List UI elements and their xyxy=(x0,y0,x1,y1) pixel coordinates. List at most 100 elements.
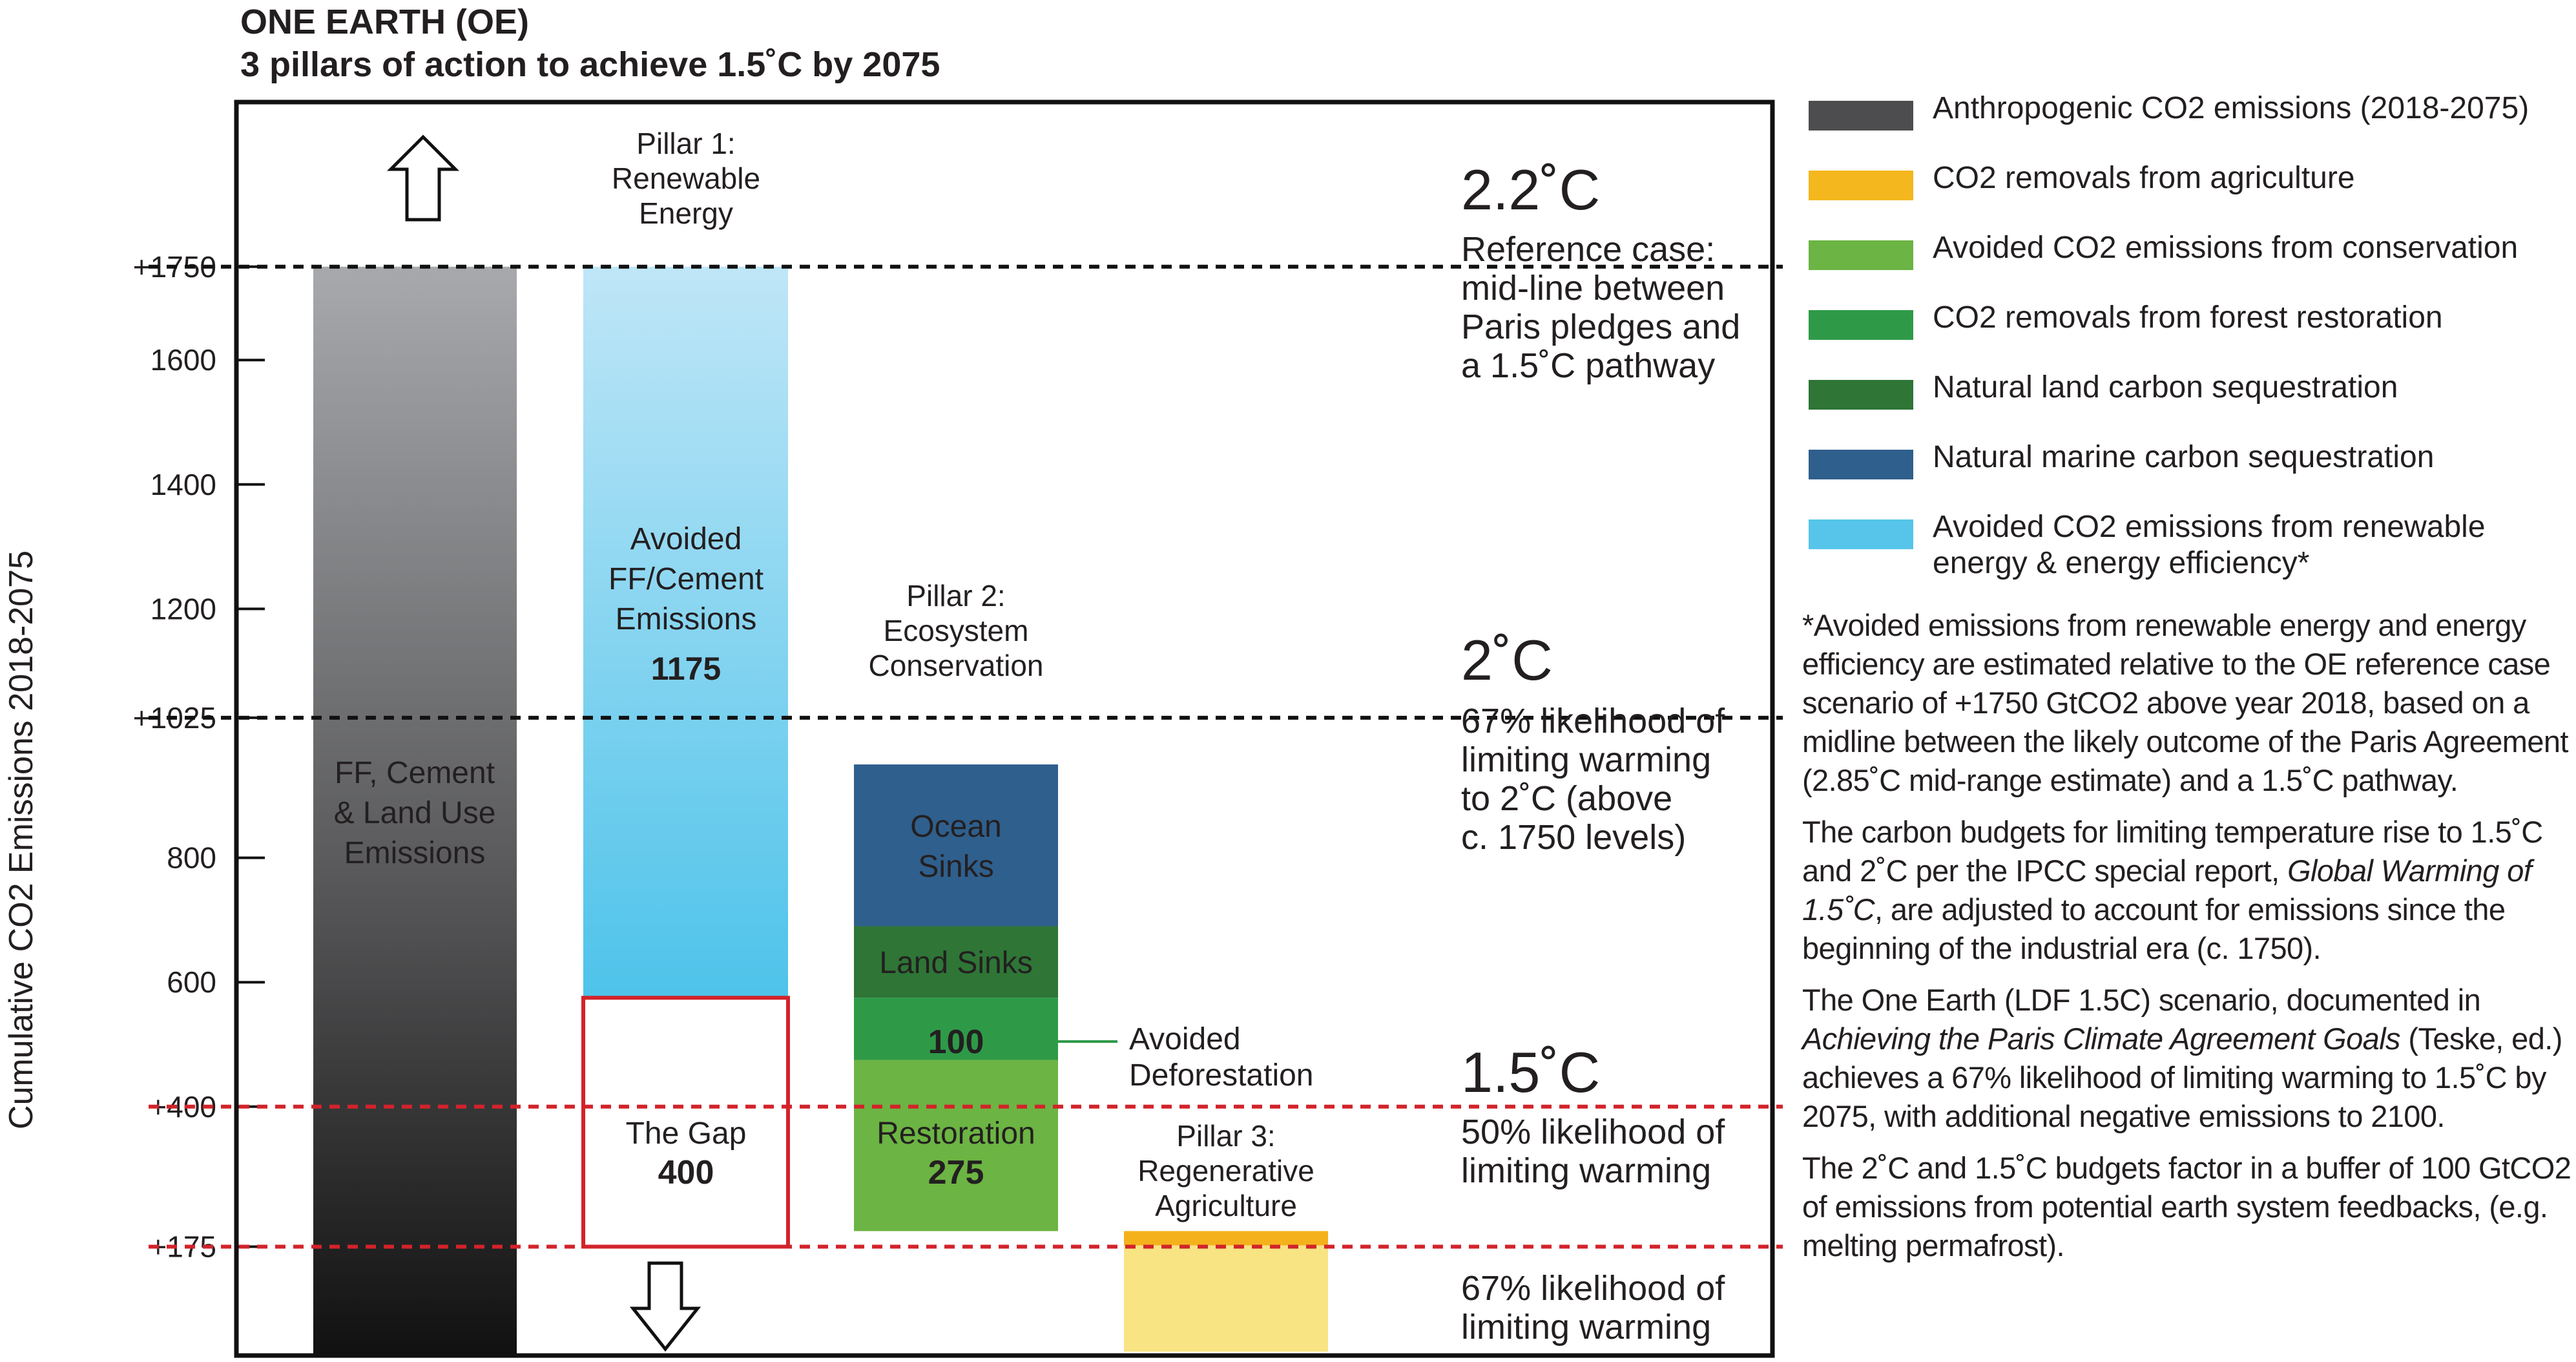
bar-label-avoided-ff: Emissions xyxy=(616,602,757,636)
bar-label-ff-cement: & Land Use xyxy=(334,796,496,830)
pillar-label-3: Regenerative xyxy=(1137,1154,1314,1188)
legend-label: Avoided CO2 emissions from renewable ene… xyxy=(1933,510,2486,580)
legend-swatch xyxy=(1809,171,1913,200)
bar-regenerative-agriculture xyxy=(1124,1231,1328,1352)
bar-labels: FF, Cement & Land Use Emissions Avoided FF/C… xyxy=(334,127,1314,1222)
threshold-text: Reference case: xyxy=(1461,230,1715,269)
bar-label-ocean-sinks: Sinks xyxy=(918,850,993,884)
threshold-annotations: 2.2˚C Reference case:mid-line betweenPari… xyxy=(1461,158,1740,1346)
threshold-text: limiting warming xyxy=(1461,1151,1711,1190)
legend-item: Natural marine carbon sequestration xyxy=(1809,439,2571,509)
legend-label: CO2 removals from forest restoration xyxy=(1933,300,2443,335)
up-arrow-icon xyxy=(386,134,460,222)
chart-title-line1: ONE EARTH (OE) xyxy=(240,3,529,41)
legend: Anthropogenic CO2 emissions (2018-2075) C… xyxy=(1809,90,2571,580)
legend-item: Avoided CO2 emissions from renewable ene… xyxy=(1809,509,2571,580)
bar-land-sinks xyxy=(854,926,1058,998)
threshold-temp: 2.2˚C xyxy=(1461,158,1600,222)
threshold-text: a 1.5˚C pathway xyxy=(1461,346,1715,385)
bar-label-land-sinks: Land Sinks xyxy=(879,946,1033,980)
pillar-label-2: Ecosystem xyxy=(884,614,1029,647)
note-3a: The One Earth (LDF 1.5C) scenario, docum… xyxy=(1802,983,2481,1017)
chart: ONE EARTH (OE) 3 pillars of action to ac… xyxy=(3,3,1783,1358)
bar-avoided-deforestation xyxy=(854,998,1058,1060)
pillar-label-1: Energy xyxy=(639,196,733,230)
threshold-text: 67% likelihood of xyxy=(1461,1269,1725,1308)
legend-swatch xyxy=(1809,519,1913,549)
pillar-label-2: Conservation xyxy=(868,649,1043,682)
bar-ff-cement-land-use xyxy=(313,266,517,1354)
legend-swatch xyxy=(1809,310,1913,340)
threshold-text: mid-line between xyxy=(1461,269,1725,308)
note-2-em: Global Warming of 1.5˚C xyxy=(1802,854,2532,927)
footnotes: *Avoided emissions from renewable energy… xyxy=(1802,606,2572,1278)
note-4: The 2˚C and 1.5˚C budgets factor in a bu… xyxy=(1802,1151,2571,1262)
threshold-text: limiting warming xyxy=(1461,1308,1711,1346)
down-arrow-icon xyxy=(629,1261,701,1352)
threshold-text: 50% likelihood of xyxy=(1461,1113,1725,1151)
bar-value-the-gap: 400 xyxy=(658,1154,714,1191)
note-1: *Avoided emissions from renewable energy… xyxy=(1802,608,2568,797)
threshold-lines xyxy=(149,264,1783,1249)
bar-label-restoration: Restoration xyxy=(877,1116,1035,1151)
callout-avoided-deforestation: Deforestation xyxy=(1129,1058,1314,1093)
bar-value-avoided-ff: 1175 xyxy=(651,651,721,687)
bar-agriculture-removals xyxy=(1124,1231,1328,1246)
y-tick-label: 1200 xyxy=(151,592,216,625)
y-tick-label: 1400 xyxy=(151,468,216,501)
threshold-text: c. 1750 levels) xyxy=(1461,818,1686,857)
legend-swatch xyxy=(1809,450,1913,479)
pillar-label-3: Agriculture xyxy=(1155,1189,1297,1222)
threshold-text: limiting warming xyxy=(1461,740,1711,779)
note-3-em: Achieving the Paris Climate Agreement Go… xyxy=(1802,1022,2401,1056)
bar-label-the-gap: The Gap xyxy=(626,1116,747,1151)
callout-avoided-deforestation: Avoided xyxy=(1129,1022,1241,1056)
legend-item: Natural land carbon sequestration xyxy=(1809,370,2571,439)
y-tick-label: 1600 xyxy=(151,343,216,377)
bar-the-gap xyxy=(581,996,790,1249)
legend-item: CO2 removals from forest restoration xyxy=(1809,300,2571,370)
bar-label-avoided-ff: FF/Cement xyxy=(608,562,763,596)
legend-item: Anthropogenic CO2 emissions (2018-2075) xyxy=(1809,90,2571,160)
note-2: The carbon budgets for limiting temperat… xyxy=(1802,813,2572,968)
legend-item: CO2 removals from agriculture xyxy=(1809,160,2571,230)
bar-label-avoided-ff: Avoided xyxy=(630,522,742,556)
legend-swatch xyxy=(1809,240,1913,270)
bar-restoration xyxy=(854,1060,1058,1231)
threshold-temp: 1.5˚C xyxy=(1461,1040,1600,1104)
legend-swatch xyxy=(1809,380,1913,410)
bar-avoided-ff-cement xyxy=(583,266,788,998)
threshold-text: 67% likelihood of xyxy=(1461,702,1725,740)
bars xyxy=(313,266,1328,1354)
y-axis-title: Cumulative CO2 Emissions 2018-2075 xyxy=(3,550,40,1129)
legend-swatch xyxy=(1809,101,1913,131)
threshold-text: Paris pledges and xyxy=(1461,308,1740,346)
y-axis-title-text: Cumulative CO2 Emissions 2018-2075 xyxy=(3,550,40,1129)
y-tick-label: 800 xyxy=(167,841,216,875)
note-2b: , are adjusted to account for emissions … xyxy=(1802,892,2506,965)
bar-value-avoided-deforestation: 100 xyxy=(928,1023,984,1061)
y-tick-label: 600 xyxy=(167,965,216,999)
pillar-label-1: Renewable xyxy=(612,162,760,195)
legend-label: Natural marine carbon sequestration xyxy=(1933,440,2435,474)
note-3: The One Earth (LDF 1.5C) scenario, docum… xyxy=(1802,981,2572,1136)
legend-item: Avoided CO2 emissions from conservation xyxy=(1809,230,2571,300)
chart-title-line2: 3 pillars of action to achieve 1.5˚C by … xyxy=(240,45,940,84)
threshold-temp: 2˚C xyxy=(1461,628,1553,692)
threshold-text: to 2˚C (above xyxy=(1461,779,1672,818)
legend-label: Anthropogenic CO2 emissions (2018-2075) xyxy=(1933,91,2529,125)
legend-label: Avoided CO2 emissions from conservation xyxy=(1933,231,2519,265)
pillar-label-2: Pillar 2: xyxy=(906,579,1005,613)
bar-value-restoration: 275 xyxy=(928,1154,984,1191)
note-3b: (Teske, ed.) achieves a 67% likelihood o… xyxy=(1802,1022,2562,1133)
legend-label: CO2 removals from agriculture xyxy=(1933,161,2355,195)
bar-ocean-sinks xyxy=(854,764,1058,927)
pillar-label-3: Pillar 3: xyxy=(1176,1119,1275,1153)
pillar-label-1: Pillar 1: xyxy=(636,127,735,160)
bar-label-ocean-sinks: Ocean xyxy=(910,810,1001,844)
plot-frame xyxy=(234,100,1775,1358)
legend-label: Natural land carbon sequestration xyxy=(1933,370,2398,404)
note-2a: The carbon budgets for limiting temperat… xyxy=(1802,815,2543,888)
bar-label-ff-cement: FF, Cement xyxy=(335,756,495,790)
